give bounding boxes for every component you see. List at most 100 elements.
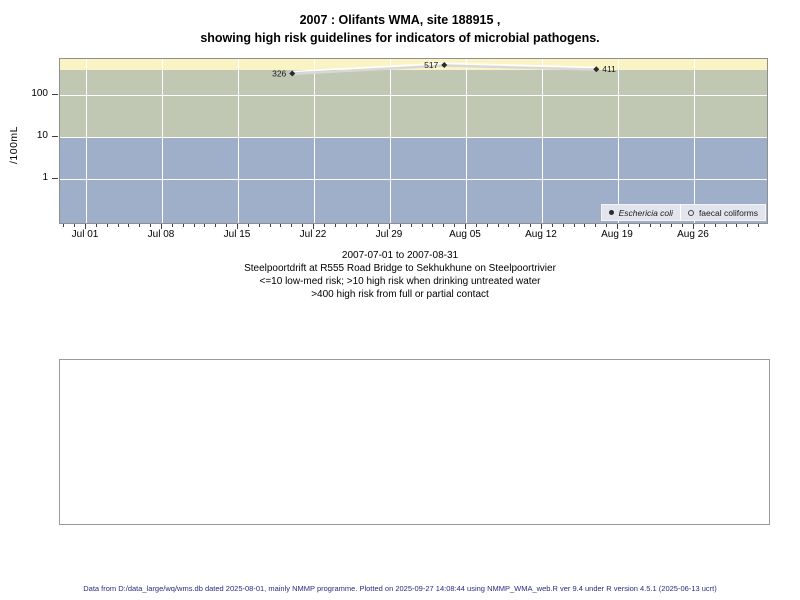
plot-area: 326 517 411 Eschericia coli faecal colifor… [59, 58, 768, 224]
x-major-tick [693, 224, 694, 229]
gridline-h [60, 179, 767, 180]
open-circle-icon [687, 209, 694, 216]
gridline-v [466, 59, 467, 223]
point-label: 326 [272, 68, 286, 78]
subtitle-line: <=10 low-med risk; >10 high risk when dr… [259, 276, 541, 287]
y-tick-label: 10 [36, 130, 48, 141]
x-minor-tick [107, 224, 108, 227]
x-minor-tick [270, 224, 271, 227]
x-minor-tick [487, 224, 488, 227]
x-minor-tick [335, 224, 336, 227]
x-tick-label: Aug 12 [525, 229, 557, 240]
x-minor-tick [400, 224, 401, 227]
x-minor-tick [574, 224, 575, 227]
point-label: 411 [602, 64, 616, 74]
gridline-v [314, 59, 315, 223]
x-tick-label: Jul 01 [71, 229, 99, 240]
chart-title-line2: showing high risk guidelines for indicat… [200, 30, 600, 45]
x-minor-tick [215, 224, 216, 227]
chart-title: 2007 : Olifants WMA, site 188915 , showi… [0, 12, 800, 47]
x-minor-tick [476, 224, 477, 227]
gridline-v [618, 59, 619, 223]
x-minor-tick [128, 224, 129, 227]
x-tick-label: Jul 15 [223, 229, 251, 240]
x-minor-tick [139, 224, 140, 227]
x-minor-tick [411, 224, 412, 227]
y-tick-label: 100 [31, 88, 48, 99]
x-major-tick [85, 224, 86, 229]
legend-item-ecoli: Eschericia coli [608, 208, 673, 218]
x-tick-label: Aug 19 [601, 229, 633, 240]
ecoli-point [593, 66, 600, 73]
x-minor-tick [74, 224, 75, 227]
x-minor-tick [226, 224, 227, 227]
x-minor-tick [118, 224, 119, 227]
x-minor-tick [704, 224, 705, 227]
x-minor-tick [367, 224, 368, 227]
x-major-tick [237, 224, 238, 229]
gridline-h [60, 95, 767, 96]
x-minor-tick [172, 224, 173, 227]
x-minor-tick [346, 224, 347, 227]
x-tick-label: Jul 29 [375, 229, 403, 240]
gridline-v [542, 59, 543, 223]
x-tick-label: Aug 05 [449, 229, 481, 240]
x-minor-tick [530, 224, 531, 227]
x-minor-tick [324, 224, 325, 227]
x-minor-tick [715, 224, 716, 227]
x-minor-tick [194, 224, 195, 227]
chart-title-line1: 2007 : Olifants WMA, site 188915 , [299, 13, 501, 27]
data-layer: 326 517 411 [272, 60, 616, 78]
filled-dot-icon [608, 210, 614, 215]
x-minor-tick [628, 224, 629, 227]
x-minor-tick [454, 224, 455, 227]
legend-box: Eschericia coli faecal coliforms [600, 204, 766, 221]
y-tick-label: 1 [42, 172, 48, 183]
x-minor-tick [443, 224, 444, 227]
x-minor-tick [508, 224, 509, 227]
x-minor-tick [584, 224, 585, 227]
x-minor-tick [606, 224, 607, 227]
x-tick-label: Aug 26 [677, 229, 709, 240]
gridline-v [694, 59, 695, 223]
x-minor-tick [356, 224, 357, 227]
x-minor-tick [422, 224, 423, 227]
x-major-tick [617, 224, 618, 229]
x-minor-tick [432, 224, 433, 227]
x-minor-tick [682, 224, 683, 227]
x-minor-tick [302, 224, 303, 227]
y-tick-mark [52, 94, 58, 95]
x-minor-tick [280, 224, 281, 227]
x-minor-tick [259, 224, 260, 227]
x-minor-tick [204, 224, 205, 227]
subtitle-block: 2007-07-01 to 2007-08-31 Steelpoortdrift… [0, 249, 800, 301]
x-minor-tick [639, 224, 640, 227]
x-minor-tick [650, 224, 651, 227]
y-tick-mark [52, 136, 58, 137]
legend-label-faecal: faecal coliforms [698, 207, 758, 218]
x-minor-tick [660, 224, 661, 227]
x-minor-tick [671, 224, 672, 227]
ecoli-point [289, 70, 296, 77]
x-minor-tick [291, 224, 292, 227]
x-minor-tick [248, 224, 249, 227]
x-major-tick [389, 224, 390, 229]
subtitle-line: Steelpoortdrift at R555 Road Bridge to S… [244, 263, 556, 274]
x-minor-tick [726, 224, 727, 227]
x-minor-tick [150, 224, 151, 227]
footer-note: Data from D:/data_large/wq/wms.db dated … [83, 584, 717, 593]
x-minor-tick [552, 224, 553, 227]
x-minor-tick [519, 224, 520, 227]
x-minor-tick [563, 224, 564, 227]
x-minor-tick [498, 224, 499, 227]
x-major-tick [541, 224, 542, 229]
x-tick-label: Jul 22 [299, 229, 327, 240]
ecoli-point [441, 62, 448, 69]
x-tick-label: Jul 08 [147, 229, 175, 240]
x-major-tick [161, 224, 162, 229]
gridline-v [86, 59, 87, 223]
band-high-risk-drinking [60, 69, 767, 137]
x-minor-tick [595, 224, 596, 227]
point-label: 517 [424, 60, 438, 70]
